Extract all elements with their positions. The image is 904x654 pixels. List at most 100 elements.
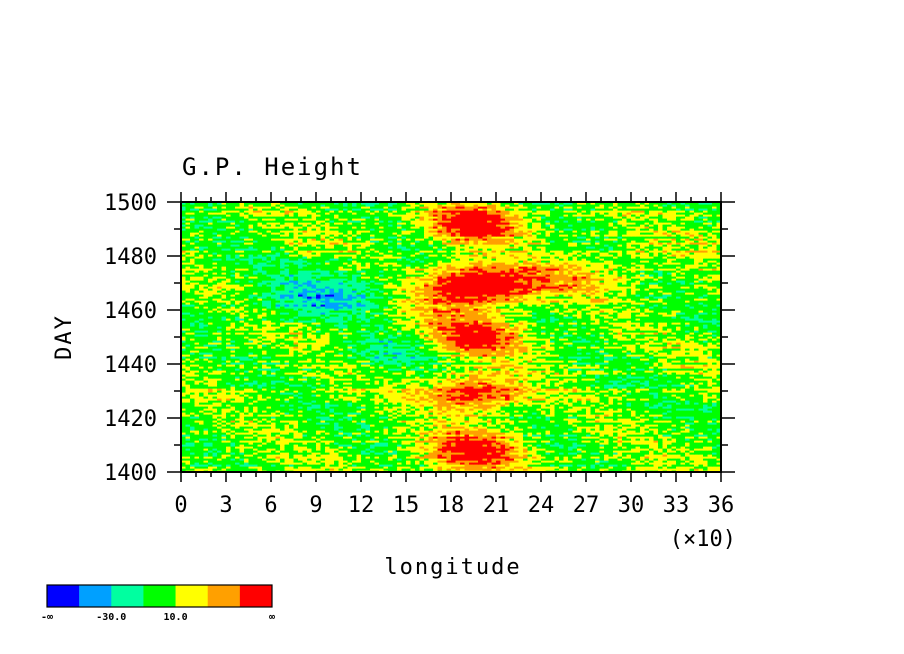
- heatmap-cell: [685, 402, 691, 405]
- heatmap-cell: [496, 414, 502, 417]
- heatmap-cell: [226, 390, 232, 393]
- heatmap-cell: [608, 394, 614, 397]
- heatmap-cell: [703, 452, 709, 455]
- heatmap-cell: [424, 400, 430, 403]
- heatmap-cell: [482, 468, 488, 471]
- heatmap-cell: [374, 406, 380, 409]
- heatmap-cell: [433, 402, 439, 405]
- heatmap-cell: [239, 452, 245, 455]
- heatmap-cell: [370, 430, 376, 433]
- heatmap-cell: [253, 432, 259, 435]
- heatmap-cell: [334, 464, 340, 467]
- heatmap-cell: [536, 438, 542, 441]
- heatmap-cell: [604, 436, 610, 439]
- heatmap-cell: [185, 434, 191, 437]
- heatmap-cell: [694, 444, 700, 447]
- heatmap-cell: [572, 466, 578, 469]
- heatmap-cell: [595, 402, 601, 405]
- heatmap-cell: [586, 468, 592, 471]
- heatmap-cell: [658, 404, 664, 407]
- heatmap-cell: [604, 430, 610, 433]
- heatmap-cell: [505, 462, 511, 465]
- heatmap-cell: [703, 444, 709, 447]
- heatmap-cell: [275, 466, 281, 469]
- heatmap-cell: [284, 420, 290, 423]
- heatmap-cell: [352, 430, 358, 433]
- heatmap-cell: [532, 420, 538, 423]
- heatmap-cell: [487, 442, 493, 445]
- heatmap-cell: [505, 442, 511, 445]
- heatmap-cell: [482, 408, 488, 411]
- heatmap-cell: [680, 456, 686, 459]
- heatmap-cell: [608, 466, 614, 469]
- heatmap-cell: [635, 398, 641, 401]
- heatmap-cell: [581, 428, 587, 431]
- heatmap-cell: [617, 408, 623, 411]
- heatmap-cell: [478, 392, 484, 395]
- heatmap-cell: [622, 438, 628, 441]
- heatmap-cell: [208, 404, 214, 407]
- heatmap-cell: [181, 446, 187, 449]
- heatmap-cell: [500, 398, 506, 401]
- heatmap-cell: [275, 442, 281, 445]
- heatmap-cell: [617, 394, 623, 397]
- heatmap-cell: [275, 402, 281, 405]
- heatmap-cell: [181, 426, 187, 429]
- heatmap-cell: [361, 436, 367, 439]
- heatmap-cell: [613, 420, 619, 423]
- heatmap-cell: [302, 460, 308, 463]
- heatmap-cell: [505, 402, 511, 405]
- heatmap-cell: [590, 446, 596, 449]
- heatmap-cell: [469, 436, 475, 439]
- heatmap-cell: [401, 406, 407, 409]
- heatmap-cell: [446, 398, 452, 401]
- heatmap-cell: [703, 404, 709, 407]
- heatmap-cell: [320, 454, 326, 457]
- heatmap-cell: [545, 458, 551, 461]
- heatmap-cell: [491, 426, 497, 429]
- heatmap-cell: [563, 402, 569, 405]
- heatmap-cell: [590, 402, 596, 405]
- heatmap-cell: [257, 456, 263, 459]
- heatmap-cell: [523, 414, 529, 417]
- heatmap-cell: [550, 450, 556, 453]
- heatmap-cell: [320, 448, 326, 451]
- heatmap-cell: [455, 446, 461, 449]
- heatmap-cell: [685, 418, 691, 421]
- heatmap-cell: [244, 392, 250, 395]
- heatmap-cell: [392, 396, 398, 399]
- heatmap-cell: [302, 442, 308, 445]
- heatmap-cell: [374, 394, 380, 397]
- heatmap-cell: [406, 450, 412, 453]
- heatmap-cell: [595, 390, 601, 393]
- heatmap-cell: [253, 420, 259, 423]
- heatmap-cell: [361, 390, 367, 393]
- heatmap-cell: [356, 404, 362, 407]
- heatmap-cell: [289, 460, 295, 463]
- heatmap-cell: [307, 410, 313, 413]
- heatmap-cell: [671, 456, 677, 459]
- heatmap-cell: [352, 446, 358, 449]
- heatmap-cell: [406, 446, 412, 449]
- heatmap-cell: [352, 442, 358, 445]
- heatmap-cell: [365, 468, 371, 471]
- heatmap-cell: [640, 402, 646, 405]
- heatmap-cell: [577, 454, 583, 457]
- heatmap-cell: [653, 438, 659, 441]
- heatmap-cell: [707, 416, 713, 419]
- heatmap-cell: [437, 392, 443, 395]
- heatmap-cell: [707, 412, 713, 415]
- heatmap-cell: [487, 410, 493, 413]
- heatmap-cell: [253, 448, 259, 451]
- heatmap-cell: [473, 450, 479, 453]
- heatmap-cell: [469, 432, 475, 435]
- heatmap-cell: [428, 394, 434, 397]
- heatmap-cell: [374, 438, 380, 441]
- heatmap-cell: [397, 450, 403, 453]
- heatmap-cell: [703, 450, 709, 453]
- heatmap-cell: [392, 388, 398, 391]
- heatmap-cell: [334, 420, 340, 423]
- heatmap-cell: [500, 422, 506, 425]
- heatmap-cell: [419, 420, 425, 423]
- heatmap-cell: [226, 442, 232, 445]
